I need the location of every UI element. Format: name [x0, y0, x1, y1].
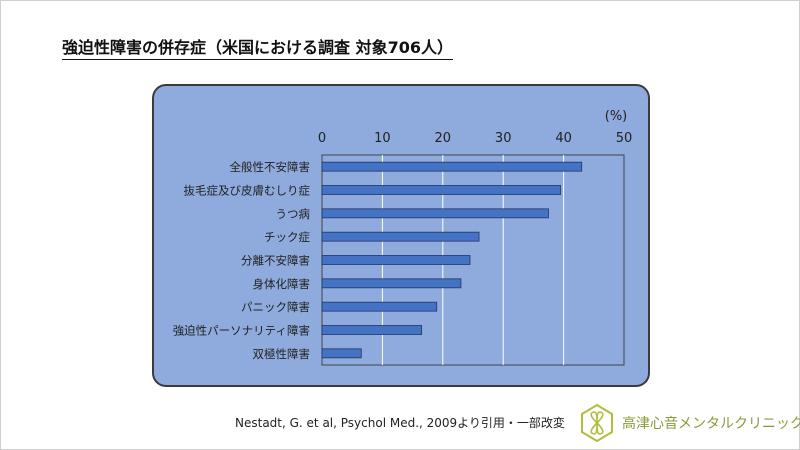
- y-category-label: 抜毛症及び皮膚むしり症: [184, 184, 311, 198]
- x-tick-label: 30: [495, 131, 512, 146]
- unit-label: (%): [605, 109, 628, 124]
- bar: [321, 325, 423, 335]
- bar: [321, 208, 549, 219]
- bar: [321, 255, 471, 265]
- y-category-label: チック症: [264, 230, 310, 244]
- bar: [321, 161, 583, 172]
- y-category-label: 強迫性パーソナリティ障害: [173, 324, 310, 338]
- bar: [321, 231, 480, 242]
- y-category-label: 双極性障害: [253, 347, 311, 361]
- y-category-label: パニック障害: [241, 300, 310, 314]
- x-tick-label: 0: [318, 131, 326, 146]
- y-category-label: うつ病: [276, 207, 311, 221]
- bar: [321, 185, 561, 195]
- citation-text: Nestadt, G. et al, Psychol Med., 2009より引…: [235, 416, 565, 430]
- slide-title: 強迫性障害の併存症（米国における調査 対象706人）: [62, 34, 453, 60]
- x-tick-label: 10: [374, 131, 391, 146]
- y-category-label: 分離不安障害: [241, 254, 310, 268]
- x-tick-label: 40: [555, 131, 572, 146]
- bar: [321, 348, 362, 359]
- bar: [321, 278, 462, 289]
- y-category-label: 身体化障害: [253, 277, 311, 291]
- clinic-logo-icon: [581, 404, 613, 442]
- y-category-label: 全般性不安障害: [230, 160, 311, 174]
- comorbidity-bar-chart: 0 10 20 30 40 50 (%) 全般性不安障害抜毛症及び皮膚むしり症うつ病チック症分…: [173, 109, 633, 366]
- x-tick-label: 50: [616, 131, 633, 146]
- x-tick-label: 20: [435, 131, 452, 146]
- bar: [321, 301, 438, 312]
- clinic-name: 高津心音メンタルクリニック: [622, 416, 800, 432]
